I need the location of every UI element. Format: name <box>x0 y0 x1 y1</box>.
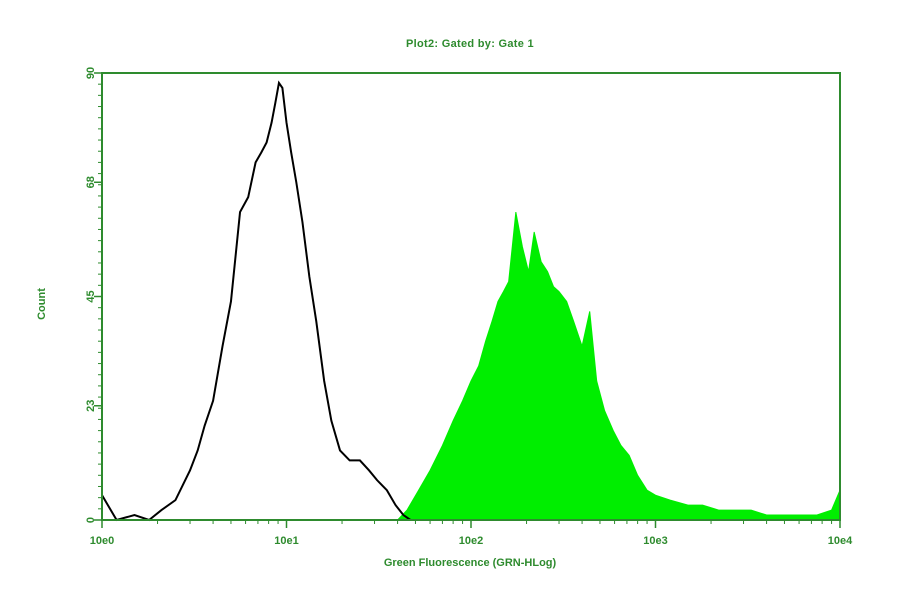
y-tick-label: 0 <box>85 517 97 523</box>
x-tick-label: 10e4 <box>828 535 853 547</box>
y-tick-label: 68 <box>85 176 97 188</box>
x-tick-label: 10e0 <box>90 535 114 547</box>
y-tick-label: 45 <box>85 290 97 302</box>
series-layer <box>101 80 841 522</box>
y-tick-label: 23 <box>85 400 97 412</box>
y-tick-label: 90 <box>85 67 97 79</box>
x-tick-label: 10e2 <box>459 535 483 547</box>
chart-title: Plot2: Gated by: Gate 1 <box>406 38 534 50</box>
x-axis-label: Green Fluorescence (GRN-HLog) <box>383 557 557 569</box>
y-axis-label: Count <box>35 288 48 320</box>
axis-layer: 10e0 10e1 10e2 10e3 10e4 0 23 45 68 90 <box>85 67 853 547</box>
x-tick-label: 10e1 <box>274 535 298 547</box>
x-tick-label: 10e3 <box>643 535 667 547</box>
series-0-line <box>101 80 431 522</box>
series-1-area <box>396 211 841 521</box>
